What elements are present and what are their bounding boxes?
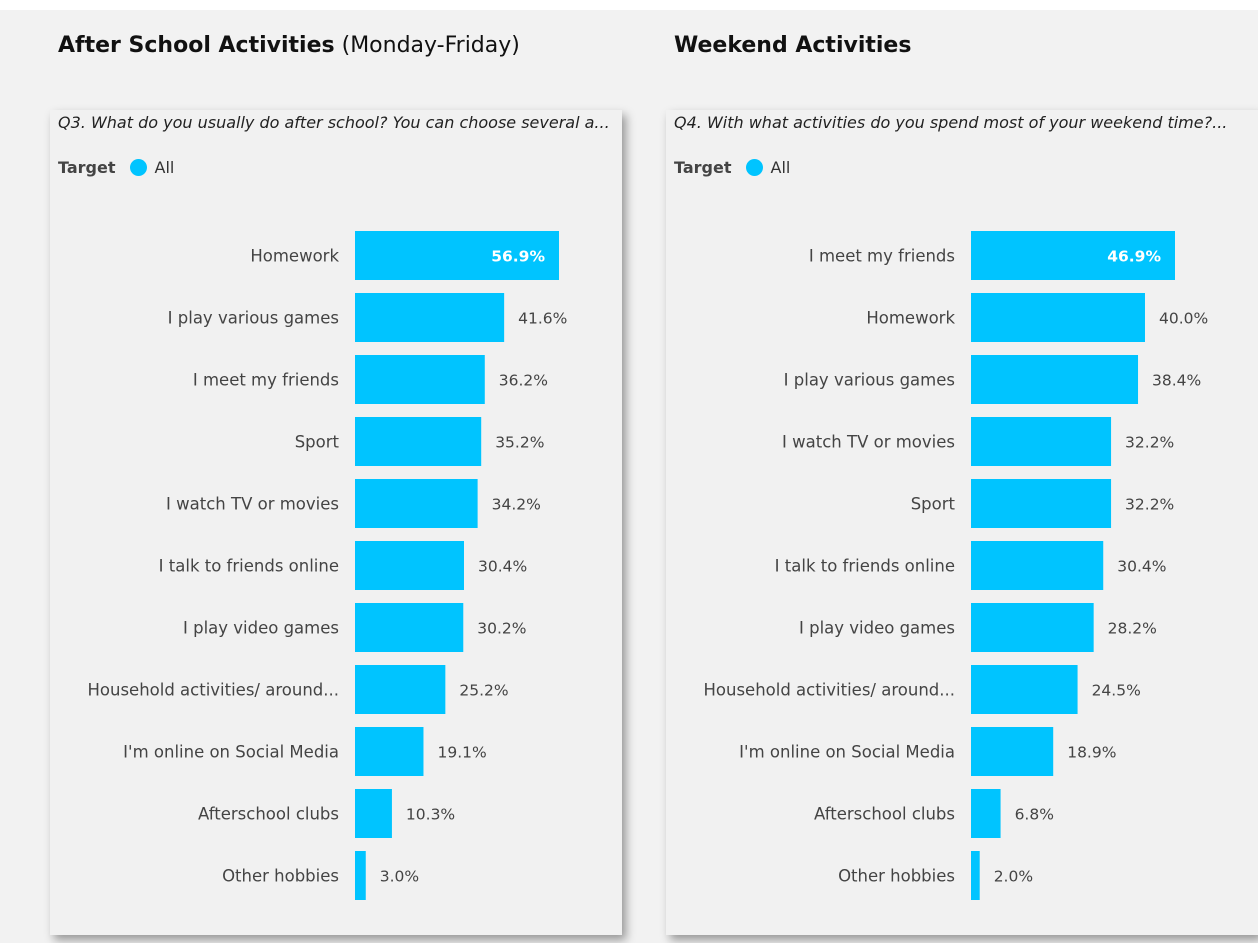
- legend: Target All: [58, 158, 174, 177]
- bar[interactable]: [971, 665, 1078, 714]
- legend-title: Target: [674, 158, 732, 177]
- bar[interactable]: [355, 789, 392, 838]
- bar[interactable]: [355, 665, 446, 714]
- bar[interactable]: [355, 851, 366, 900]
- weekend-panel: Q4. With what activities do you spend mo…: [666, 110, 1258, 935]
- category-label: Sport: [911, 495, 956, 514]
- legend: Target All: [674, 158, 790, 177]
- category-label: I play various games: [784, 371, 955, 390]
- bar[interactable]: [355, 727, 424, 776]
- data-label: 30.2%: [477, 620, 526, 638]
- category-label: Household activities/ around...: [87, 681, 339, 700]
- data-label: 56.9%: [491, 248, 545, 266]
- category-label: I'm online on Social Media: [123, 743, 339, 762]
- bar[interactable]: [971, 541, 1104, 590]
- category-label: Sport: [295, 433, 340, 452]
- data-label: 19.1%: [437, 744, 486, 762]
- category-label: I talk to friends online: [159, 557, 339, 576]
- bar[interactable]: [355, 417, 482, 466]
- category-label: I meet my friends: [809, 247, 955, 266]
- legend-title: Target: [58, 158, 116, 177]
- category-label: I'm online on Social Media: [739, 743, 955, 762]
- bar[interactable]: [971, 603, 1094, 652]
- data-label: 30.4%: [1117, 558, 1166, 576]
- legend-entry: All: [154, 158, 175, 177]
- bar[interactable]: [971, 851, 980, 900]
- data-label: 46.9%: [1107, 248, 1161, 266]
- bar[interactable]: [971, 789, 1001, 838]
- category-label: Afterschool clubs: [198, 805, 339, 824]
- data-label: 36.2%: [499, 372, 548, 390]
- data-label: 2.0%: [994, 868, 1033, 886]
- bar[interactable]: [355, 603, 464, 652]
- data-label: 32.2%: [1125, 496, 1174, 514]
- bar[interactable]: [971, 231, 1175, 280]
- bar[interactable]: [971, 727, 1054, 776]
- category-label: Homework: [250, 247, 339, 266]
- after-school-panel: Q3. What do you usually do after school?…: [50, 110, 622, 935]
- bar[interactable]: [355, 479, 478, 528]
- data-label: 10.3%: [406, 806, 455, 824]
- category-label: Other hobbies: [838, 867, 955, 886]
- data-label: 3.0%: [380, 868, 419, 886]
- category-label: Other hobbies: [222, 867, 339, 886]
- bar[interactable]: [971, 479, 1112, 528]
- legend-entry: All: [770, 158, 791, 177]
- data-label: 30.4%: [478, 558, 527, 576]
- bar-chart: Homework 56.9% I play various games 41.6% I …: [87, 231, 567, 900]
- bar[interactable]: [971, 417, 1112, 466]
- data-label: 41.6%: [518, 310, 567, 328]
- legend-marker: [129, 159, 147, 176]
- category-label: I talk to friends online: [775, 557, 955, 576]
- top-strip: [0, 0, 1258, 10]
- data-label: 18.9%: [1067, 744, 1116, 762]
- category-label: Afterschool clubs: [814, 805, 955, 824]
- data-label: 38.4%: [1152, 372, 1201, 390]
- bar[interactable]: [355, 293, 505, 342]
- data-label: 32.2%: [1125, 434, 1174, 452]
- data-label: 35.2%: [495, 434, 544, 452]
- category-label: I play various games: [168, 309, 339, 328]
- bar[interactable]: [355, 231, 559, 280]
- category-label: I watch TV or movies: [782, 433, 955, 452]
- weekend-heading: Weekend Activities: [674, 33, 912, 58]
- data-label: 25.2%: [459, 682, 508, 700]
- bar[interactable]: [971, 293, 1145, 342]
- after-school-heading: After School Activities (Monday-Friday): [58, 33, 520, 58]
- category-label: I play video games: [799, 619, 955, 638]
- category-label: I watch TV or movies: [166, 495, 339, 514]
- bar[interactable]: [355, 355, 485, 404]
- category-label: I play video games: [183, 619, 339, 638]
- category-label: I meet my friends: [193, 371, 339, 390]
- category-label: Household activities/ around...: [703, 681, 955, 700]
- data-label: 34.2%: [492, 496, 541, 514]
- data-label: 40.0%: [1159, 310, 1208, 328]
- bar[interactable]: [971, 355, 1139, 404]
- category-label: Homework: [866, 309, 955, 328]
- legend-marker: [745, 159, 763, 176]
- bar-chart: I meet my friends 46.9% Homework 40.0% I pla…: [703, 231, 1208, 900]
- data-label: 24.5%: [1092, 682, 1141, 700]
- data-label: 28.2%: [1108, 620, 1157, 638]
- data-label: 6.8%: [1015, 806, 1054, 824]
- bar[interactable]: [355, 541, 464, 590]
